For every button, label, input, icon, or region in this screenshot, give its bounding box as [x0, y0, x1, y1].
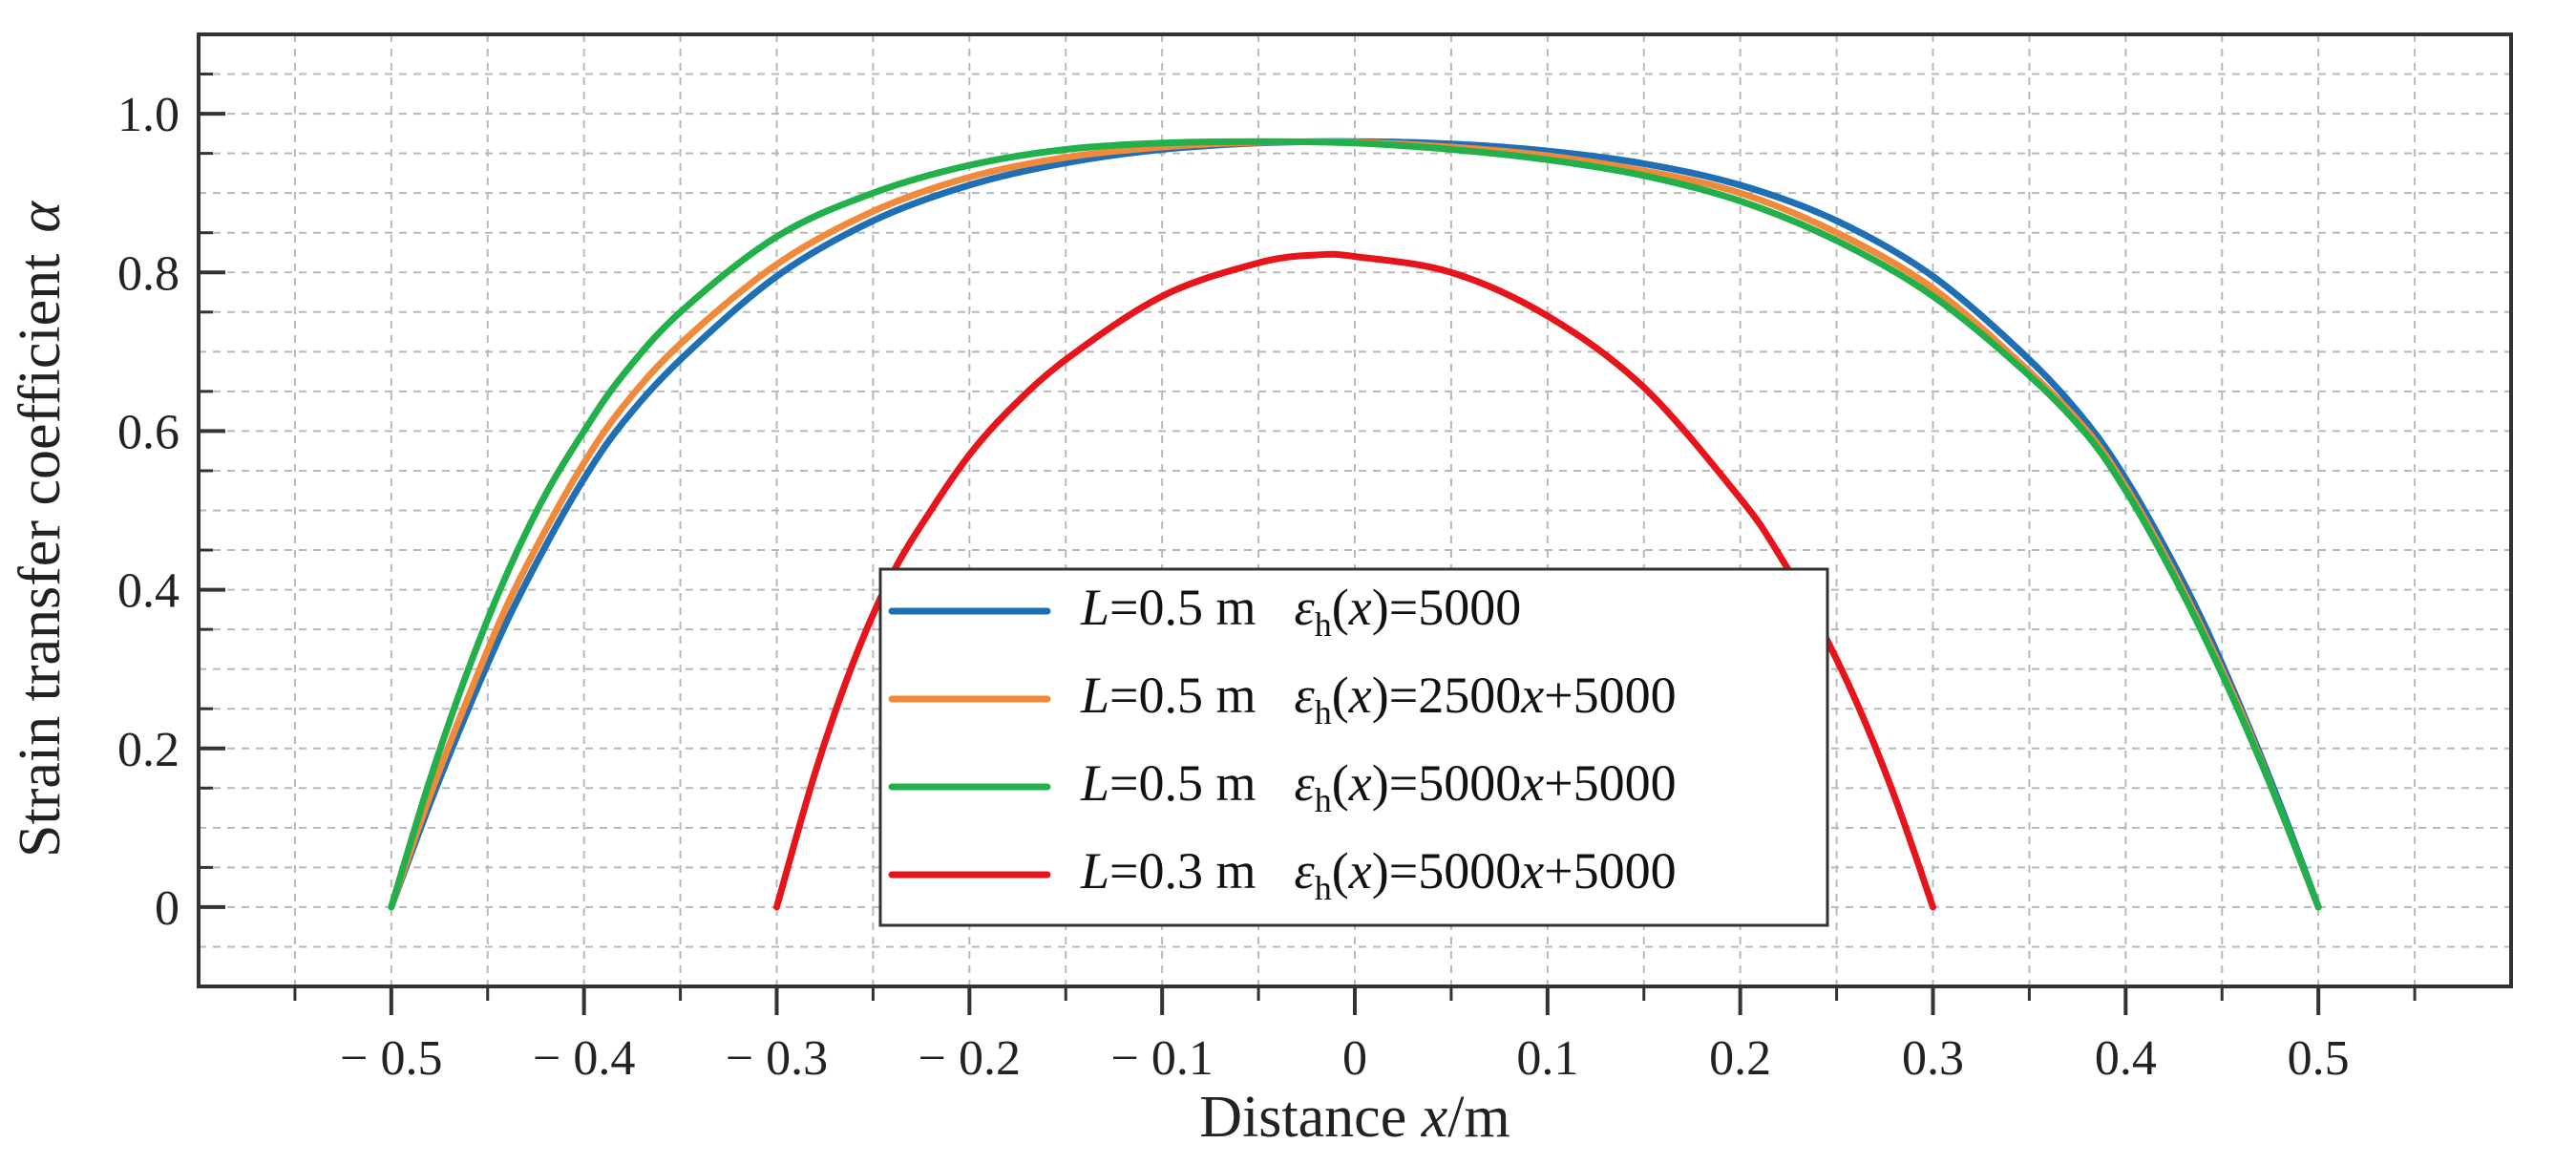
- x-tick-label: − 0.3: [726, 1031, 828, 1086]
- y-tick-label: 1.0: [117, 88, 179, 142]
- legend-label-4: L=0.3 m εh(x)=5000x+5000: [1080, 842, 1677, 907]
- y-axis-title-text: Strain transfer coefficient: [8, 254, 73, 858]
- legend-label-2: L=0.5 m εh(x)=2500x+5000: [1080, 667, 1677, 731]
- y-tick-label: 0: [155, 881, 179, 936]
- legend-label-3: L=0.5 m εh(x)=5000x+5000: [1080, 754, 1677, 819]
- x-tick-label: 0.5: [2288, 1031, 2350, 1086]
- x-axis-title-var: x: [1421, 1085, 1448, 1150]
- x-tick-label: 0.3: [1902, 1031, 1964, 1086]
- x-tick-label: 0.1: [1516, 1031, 1578, 1086]
- x-axis-title-prefix: Distance: [1199, 1085, 1421, 1150]
- ticks: [199, 73, 2417, 1015]
- x-axis-title-suffix: /m: [1447, 1085, 1510, 1150]
- x-tick-label: − 0.2: [918, 1031, 1021, 1086]
- y-tick-label: 0.2: [117, 723, 179, 777]
- legend-box: [878, 567, 1829, 927]
- series-line-3: [388, 138, 2322, 911]
- x-tick-label: − 0.4: [533, 1031, 635, 1086]
- x-tick-label: − 0.5: [340, 1031, 442, 1086]
- x-axis-title: Distance x/m: [1199, 1085, 1510, 1150]
- y-axis-title-symbol: α: [8, 201, 73, 233]
- y-tick-label: 0.4: [117, 564, 179, 619]
- tick-labels: − 0.5 − 0.4 − 0.3 − 0.2 − 0.1 0 0.1 0.2 0.3 0.4 0.…: [117, 88, 2350, 1086]
- y-tick-label: 0.6: [117, 405, 179, 459]
- legend: L=0.5 m εh(x)=5000 L=0.5 m εh(x)=2500x+5000…: [878, 567, 1829, 927]
- series-layer: [388, 138, 2322, 911]
- x-tick-label: 0.4: [2095, 1031, 2157, 1086]
- x-tick-label: − 0.1: [1111, 1031, 1214, 1086]
- y-axis-title: Strain transfer coefficient α: [8, 201, 73, 858]
- y-tick-label: 0.8: [117, 246, 179, 301]
- x-tick-label: 0: [1342, 1031, 1367, 1086]
- x-tick-label: 0.2: [1709, 1031, 1771, 1086]
- legend-label-1: L=0.5 m εh(x)=5000: [1080, 579, 1521, 644]
